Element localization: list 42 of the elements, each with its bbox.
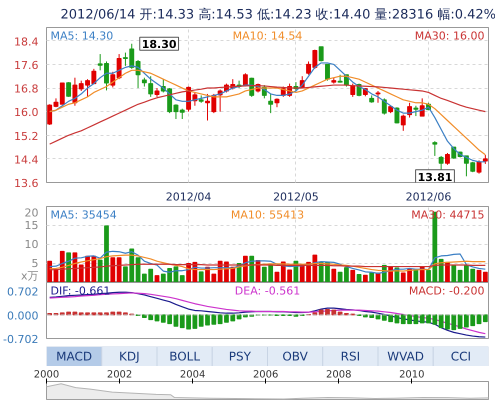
- text: MA5: 35454: [50, 208, 117, 222]
- x-tick-label: 2004: [180, 370, 206, 380]
- y-tick-label: 20: [24, 206, 39, 220]
- series-label: MACD: -0.200: [408, 284, 485, 298]
- x-tick-label: 2006: [252, 370, 278, 380]
- text: MA10: 55413: [230, 208, 304, 222]
- text: RSI: [340, 350, 360, 364]
- text: MA5: 14.30: [50, 30, 114, 42]
- annotation: 13.81: [418, 170, 452, 184]
- y-tick-label: 5: [32, 257, 38, 270]
- y-tick-label: 10: [24, 238, 39, 251]
- y-tick-label: 14.4: [14, 153, 39, 166]
- y-tick-label: 16.8: [14, 82, 39, 96]
- text: OBV: [282, 350, 309, 364]
- text: CCI: [450, 350, 472, 364]
- y-tick-label: 16.0: [14, 106, 39, 120]
- text: WVAD: [387, 350, 424, 364]
- chart-title: 2012/06/14 开:14.33 高:14.53 低:14.23 收:14.40 量:28316 幅:0.42%: [60, 6, 495, 22]
- x-tick-label: 2012/05: [273, 190, 319, 204]
- text: KDJ: [119, 350, 140, 364]
- y-tick-label: 0.702: [7, 286, 39, 299]
- y-tick-label: -0.702: [3, 333, 39, 346]
- text: BOLL: [169, 350, 200, 364]
- annotation: 18.30: [142, 38, 177, 52]
- text: MA10: 14.54: [232, 30, 302, 42]
- x-tick-label: 2012/04: [166, 190, 212, 204]
- y-tick-label: 17.6: [14, 58, 39, 72]
- text: MACD: [56, 350, 92, 364]
- y-tick-label: 18.4: [14, 35, 39, 48]
- y-tick-label: 15: [24, 219, 39, 232]
- text: MA30: 16.00: [414, 30, 485, 42]
- x-tick-label: 2000: [34, 370, 60, 380]
- x-tick-label: 2010: [399, 370, 425, 380]
- y-tick-label: 15.2: [14, 130, 39, 143]
- series-label: DEA: -0.561: [234, 284, 300, 298]
- x-tick-label: 2012/06: [406, 190, 452, 204]
- y-tick-label: x万: [20, 270, 39, 282]
- x-tick-label: 2002: [106, 370, 132, 380]
- y-tick-label: 0.000: [7, 309, 39, 322]
- y-tick-label: 13.6: [14, 177, 39, 190]
- x-tick-label: 2008: [326, 370, 352, 380]
- text: PSY: [228, 350, 252, 364]
